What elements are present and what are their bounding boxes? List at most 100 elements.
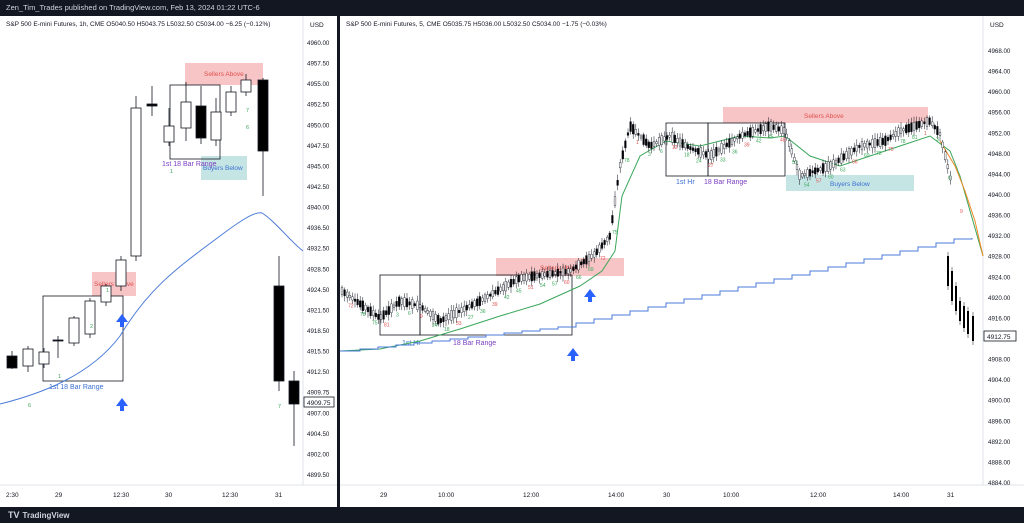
candle-body	[525, 272, 528, 282]
candle-body	[626, 132, 630, 136]
time-tick-label: 31	[275, 492, 283, 499]
ema-orange-line	[939, 140, 984, 257]
candle-body	[769, 121, 773, 132]
candle-body	[590, 254, 593, 259]
candle-body	[897, 127, 900, 137]
candle-body	[720, 143, 723, 154]
bar-count-label: 42	[504, 295, 510, 301]
candle-body	[522, 273, 526, 281]
price-tick-label: 4907.00	[307, 410, 330, 417]
price-tick-label: 4884.00	[988, 480, 1011, 487]
candle-body	[603, 240, 606, 245]
bar-count-label: 9	[420, 314, 423, 320]
candle-body	[699, 147, 702, 158]
panel-divider[interactable]	[337, 16, 340, 507]
tradingview-logo[interactable]: TV TradingView	[8, 510, 70, 520]
right-chart-panel[interactable]: S&P 500 E-mini Futures, 5, CME O5035.75 …	[340, 16, 1024, 507]
candle-body	[210, 111, 222, 141]
candle-body	[496, 286, 500, 295]
buy-arrow-icon	[116, 314, 128, 327]
price-tick-label: 4936.50	[307, 225, 330, 232]
candle-body	[541, 271, 544, 279]
buyers-zone-label: Buyers Below	[203, 165, 243, 172]
candle-body	[767, 121, 770, 132]
bar-count-label: 42	[756, 139, 762, 145]
bar-count-label: 51	[528, 285, 534, 291]
candle-body	[489, 293, 492, 297]
candle-body	[668, 134, 671, 138]
candle-body	[853, 147, 856, 153]
bar-count-label: 24	[432, 323, 438, 329]
candle-body	[509, 279, 513, 288]
candle-body	[613, 196, 617, 206]
bar-count-label: 78	[360, 312, 366, 318]
left-chart-panel[interactable]: S&P 500 E-mini Futures, 1h, CME O5040.50…	[0, 16, 337, 507]
candle-body	[944, 151, 947, 161]
bar-count-label: 45	[516, 288, 522, 294]
price-tick-label: 4928.00	[988, 254, 1011, 261]
sellers-zone-low	[496, 258, 624, 276]
candle-body	[372, 310, 375, 316]
bar-count-label: 1	[170, 169, 173, 175]
left-chart-svg[interactable]: S&P 500 E-mini Futures, 1h, CME O5040.50…	[0, 16, 337, 507]
candle-body	[858, 144, 861, 148]
bar-count-label: 36	[480, 309, 486, 315]
first-hour-label-2: 1st Hr	[676, 179, 695, 186]
right-price-axis[interactable]: 4968.00 4964.00 4960.00 4956.00 4952.00 4948.…	[988, 48, 1011, 487]
time-tick-label: 30	[663, 492, 671, 499]
candle-body	[444, 315, 448, 321]
time-tick-label: 29	[55, 492, 63, 499]
candle-body	[673, 134, 676, 143]
candle-body	[611, 215, 614, 224]
price-tick-label: 4952.00	[988, 130, 1011, 137]
candle-body	[642, 134, 645, 145]
price-tick-label: 4932.50	[307, 246, 330, 253]
candle-body	[418, 304, 422, 308]
candle-body	[52, 339, 64, 342]
candle-body	[671, 132, 674, 143]
candle-body	[647, 141, 650, 148]
candle-body	[884, 135, 887, 146]
candle-body	[457, 309, 461, 314]
candle-body	[967, 311, 969, 334]
time-tick-label: 29	[380, 492, 388, 499]
candle-body	[577, 260, 580, 271]
price-tick-label: 4940.00	[988, 192, 1011, 199]
time-tick-label: 12:30	[113, 492, 130, 499]
range-label-2: 1st 18 Bar Range	[162, 161, 217, 168]
candle-body	[413, 303, 416, 307]
price-tick-label: 4944.00	[988, 171, 1011, 178]
publish-info: Zen_Tim_Trades published on TradingView.…	[6, 3, 260, 12]
candle-body	[22, 348, 34, 367]
bar-count-label: 75	[612, 230, 618, 236]
candle-body	[860, 141, 864, 151]
candle-body	[639, 135, 643, 139]
candle-body	[717, 148, 721, 152]
right-chart-svg[interactable]: S&P 500 E-mini Futures, 5, CME O5035.75 …	[340, 16, 1024, 507]
candle-body	[450, 310, 453, 321]
candle-body	[395, 301, 398, 307]
left-price-axis[interactable]: 4960.00 4957.50 4955.00 4952.50 4950.00 4947.…	[307, 40, 330, 479]
candle-body	[728, 138, 731, 148]
bar-count-label: 6	[408, 311, 411, 317]
price-tick-label: 4936.00	[988, 213, 1011, 220]
candle-body	[798, 169, 801, 180]
buy-arrow-icon	[567, 348, 579, 361]
candle-body	[528, 273, 531, 280]
bar-count-label: 6	[246, 125, 249, 131]
candle-body	[494, 290, 497, 295]
right-time-axis[interactable]: 29 10:00 12:00 14:00 30 10:00 12:00 14:00 31	[380, 492, 955, 499]
candle-body	[907, 123, 910, 133]
candle-body	[598, 244, 601, 253]
candle-body	[554, 271, 557, 275]
bar-count-label: 60	[564, 280, 570, 286]
candle-body	[645, 138, 648, 146]
candle-body	[772, 124, 775, 130]
buyers-zone	[786, 175, 914, 191]
price-tick-label: 4896.00	[988, 418, 1011, 425]
time-tick-label: 2:30	[6, 492, 19, 499]
candle-body	[819, 167, 822, 171]
candle-body	[658, 137, 661, 146]
left-time-axis[interactable]: 2:30 29 12:30 30 12:30 31	[6, 492, 283, 499]
